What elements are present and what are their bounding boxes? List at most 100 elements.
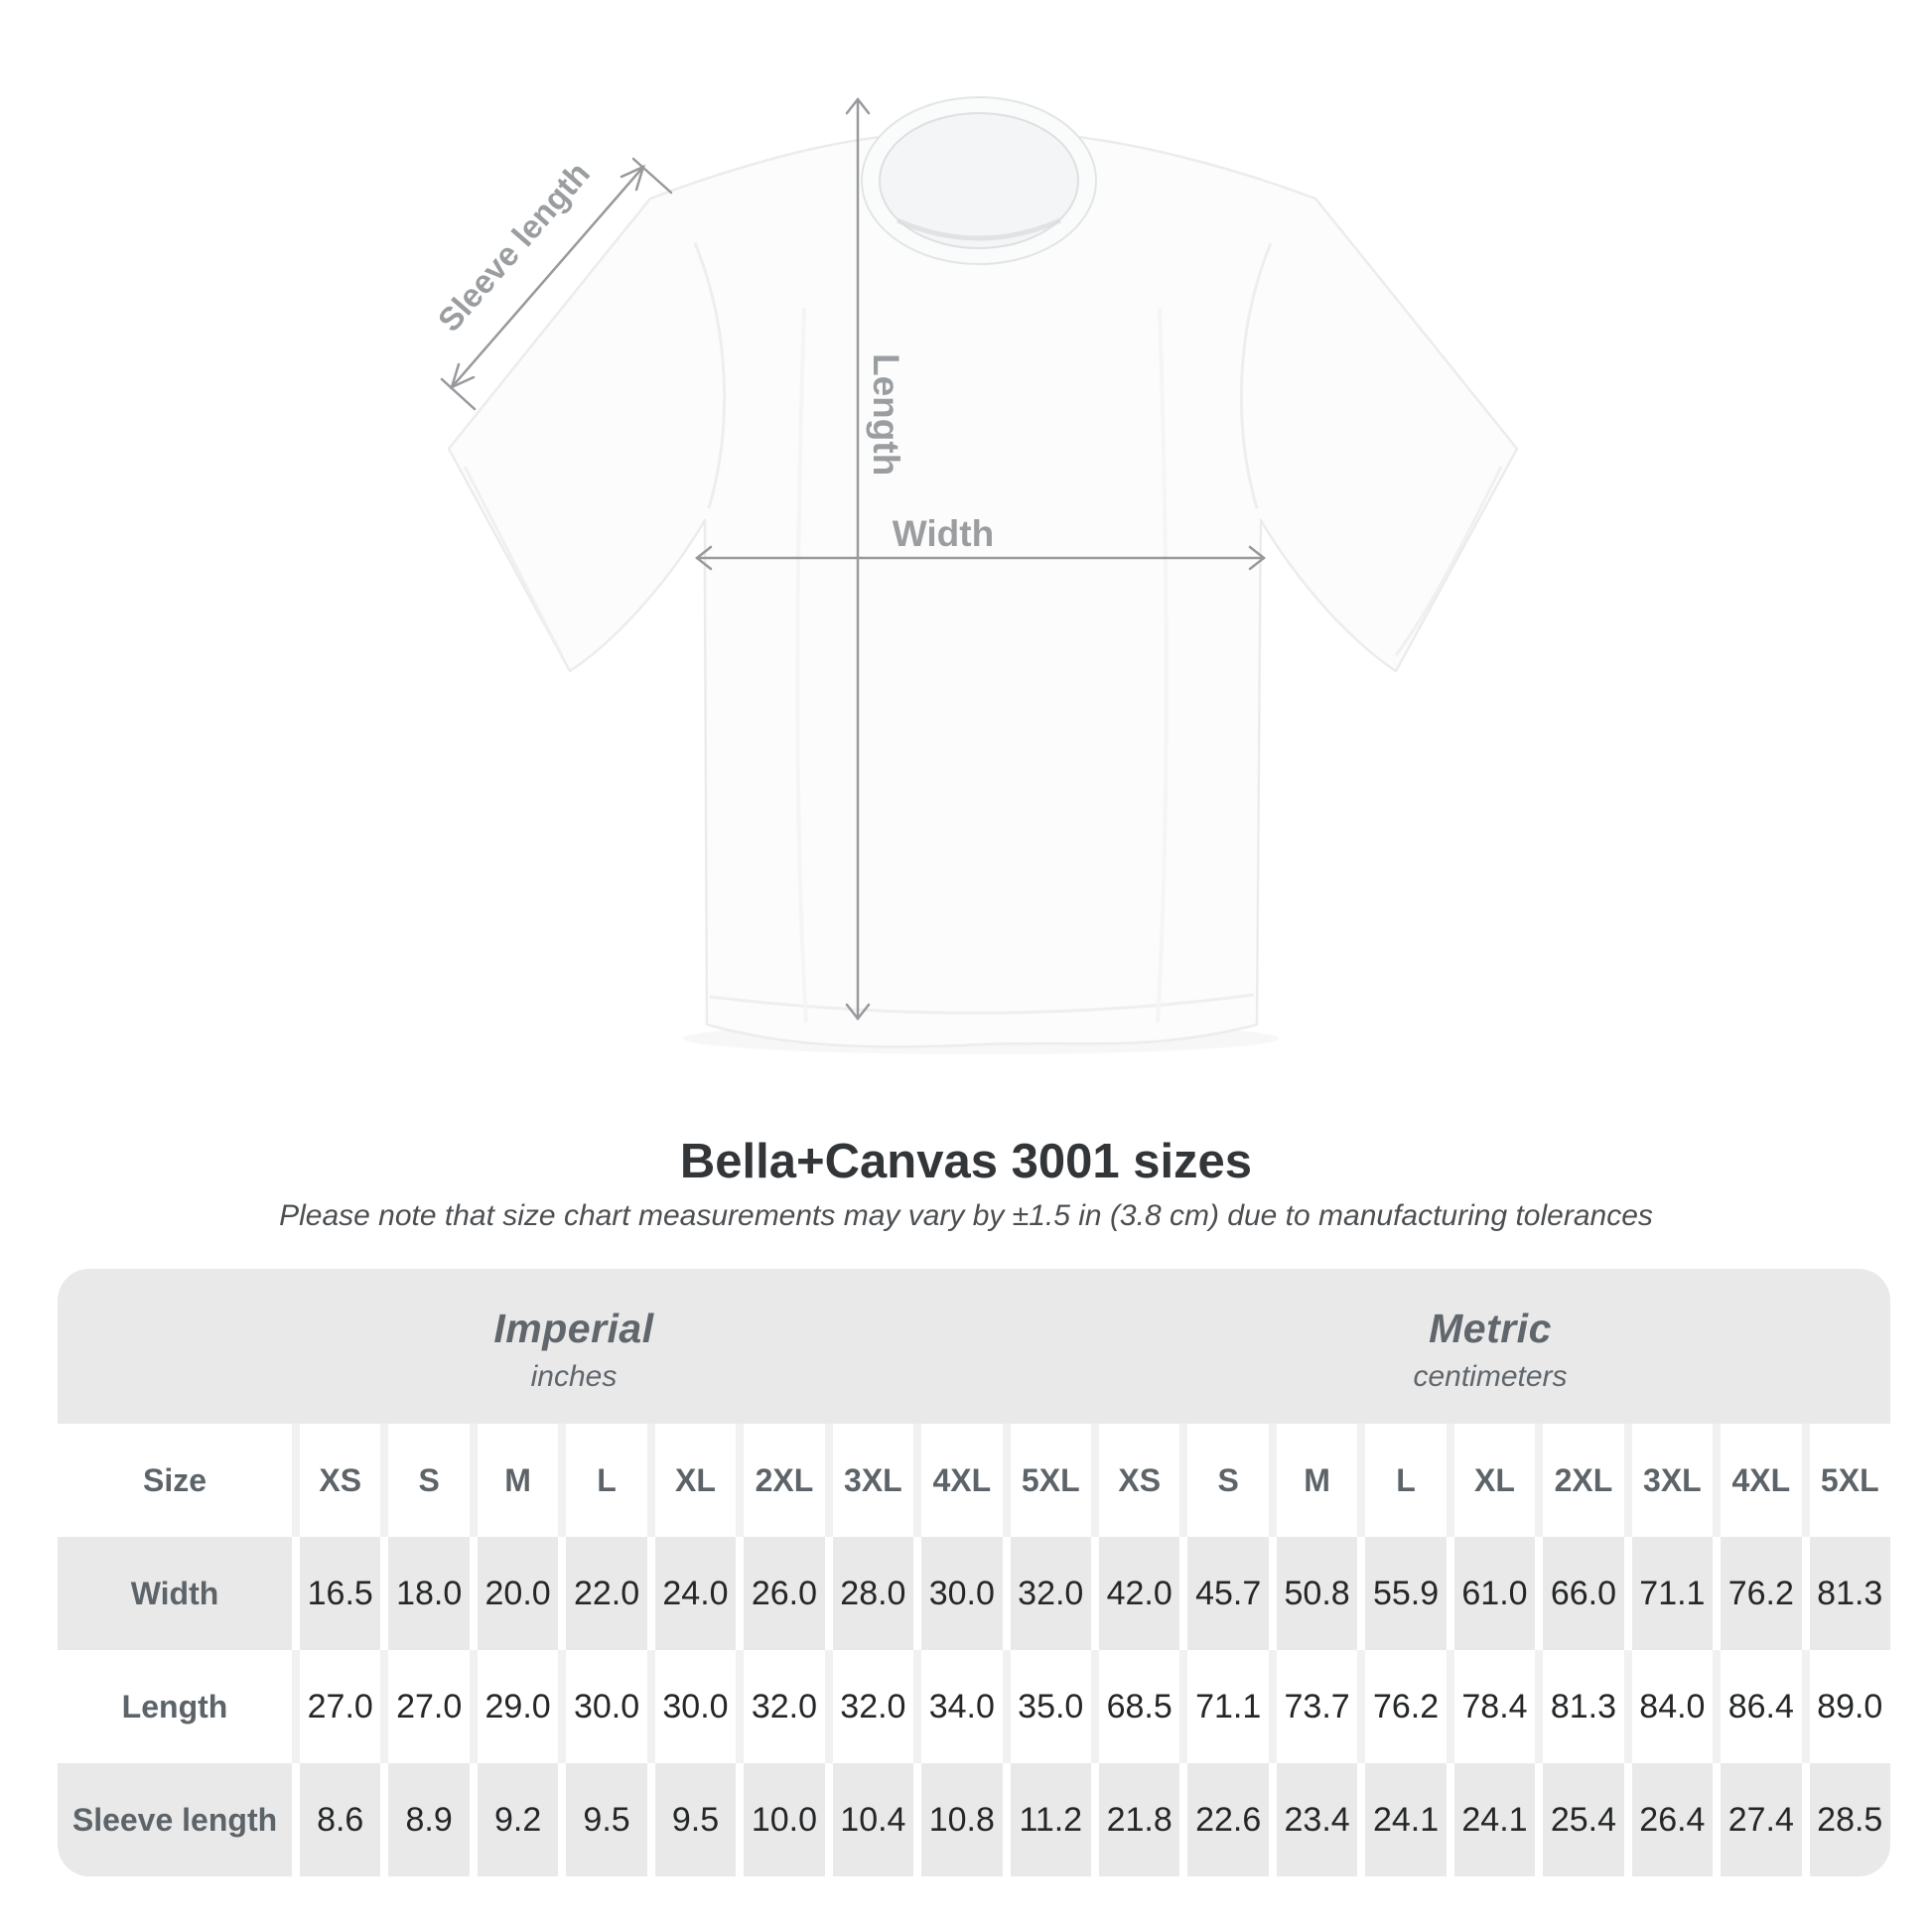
col-header-metric-4xl: 4XL	[1713, 1424, 1802, 1537]
tolerance-note: Please note that size chart measurements…	[279, 1199, 1653, 1232]
imperial-section-header: Imperial inches	[58, 1269, 1090, 1424]
table-cell: 24.0	[646, 1537, 737, 1650]
table-cell: 30.0	[558, 1650, 647, 1763]
metric-section-header: Metric centimeters	[1090, 1269, 1890, 1424]
table-cell: 81.3	[1535, 1650, 1624, 1763]
table-cell: 28.5	[1801, 1763, 1890, 1876]
table-cell: 81.3	[1801, 1537, 1890, 1650]
row-label-length: Length	[58, 1650, 292, 1763]
size-header-row: Size XS S M L XL 2XL 3XL 4XL 5XL XS S M …	[58, 1424, 1890, 1537]
col-header-imperial-3xl: 3XL	[824, 1424, 914, 1537]
table-cell: 66.0	[1535, 1537, 1624, 1650]
table-cell: 50.8	[1268, 1537, 1358, 1650]
table-cell: 23.4	[1268, 1763, 1358, 1876]
imperial-label: Imperial	[493, 1305, 654, 1351]
tshirt-measurement-diagram: Sleeve length Length Width	[430, 96, 1519, 1048]
table-cell: 34.0	[913, 1650, 1003, 1763]
table-cell: 10.8	[913, 1763, 1003, 1876]
col-header-imperial-4xl: 4XL	[913, 1424, 1003, 1537]
size-table: Imperial inches Metric centimeters Size …	[58, 1269, 1890, 1876]
row-label-width: Width	[58, 1537, 292, 1650]
tshirt-collar	[861, 96, 1097, 265]
table-cell: 11.2	[1002, 1763, 1091, 1876]
table-cell: 73.7	[1268, 1650, 1358, 1763]
col-header-metric-m: M	[1268, 1424, 1358, 1537]
table-cell: 89.0	[1801, 1650, 1890, 1763]
col-header-metric-s: S	[1179, 1424, 1269, 1537]
table-cell: 24.1	[1446, 1763, 1536, 1876]
col-header-metric-2xl: 2XL	[1535, 1424, 1624, 1537]
col-header-imperial-l: L	[558, 1424, 647, 1537]
col-header-metric-l: L	[1357, 1424, 1447, 1537]
table-cell: 25.4	[1535, 1763, 1624, 1876]
table-cell: 45.7	[1179, 1537, 1269, 1650]
table-cell: 9.5	[646, 1763, 737, 1876]
table-cell: 30.0	[646, 1650, 737, 1763]
table-cell: 32.0	[736, 1650, 825, 1763]
metric-unit: centimeters	[1413, 1359, 1568, 1393]
table-row-length: Length 27.0 27.0 29.0 30.0 30.0 32.0 32.…	[58, 1650, 1890, 1763]
table-cell: 27.4	[1713, 1763, 1802, 1876]
table-cell: 26.0	[736, 1537, 825, 1650]
measurement-arrows	[440, 96, 1267, 1022]
table-cell: 32.0	[824, 1650, 914, 1763]
table-cell: 24.1	[1357, 1763, 1447, 1876]
imperial-unit: inches	[530, 1359, 618, 1393]
sleeve-length-arrow	[440, 157, 673, 411]
table-cell: 10.0	[736, 1763, 825, 1876]
col-header-metric-3xl: 3XL	[1623, 1424, 1714, 1537]
table-cell: 61.0	[1446, 1537, 1536, 1650]
table-cell: 16.5	[292, 1537, 381, 1650]
table-cell: 18.0	[380, 1537, 470, 1650]
size-header: Size	[58, 1424, 292, 1537]
width-label: Width	[893, 513, 994, 554]
length-label: Length	[866, 353, 906, 476]
col-header-imperial-m: M	[469, 1424, 559, 1537]
metric-label: Metric	[1429, 1305, 1552, 1351]
table-cell: 55.9	[1357, 1537, 1447, 1650]
col-header-metric-xl: XL	[1446, 1424, 1536, 1537]
table-cell: 86.4	[1713, 1650, 1802, 1763]
table-cell: 22.6	[1179, 1763, 1269, 1876]
table-cell: 22.0	[558, 1537, 647, 1650]
table-cell: 68.5	[1090, 1650, 1180, 1763]
table-cell: 27.0	[292, 1650, 381, 1763]
table-cell: 9.5	[558, 1763, 647, 1876]
tshirt-seams	[463, 242, 1503, 1024]
table-cell: 9.2	[469, 1763, 559, 1876]
table-cell: 21.8	[1090, 1763, 1180, 1876]
table-cell: 27.0	[380, 1650, 470, 1763]
table-cell: 8.9	[380, 1763, 470, 1876]
col-header-imperial-xl: XL	[646, 1424, 737, 1537]
table-cell: 20.0	[469, 1537, 559, 1650]
width-arrow	[694, 545, 1267, 571]
table-cell: 78.4	[1446, 1650, 1536, 1763]
tshirt-diagram-svg: Sleeve length Length Width	[430, 96, 1519, 1048]
tshirt-body	[447, 130, 1519, 1048]
table-cell: 8.6	[292, 1763, 381, 1876]
table-cell: 30.0	[913, 1537, 1003, 1650]
col-header-metric-5xl: 5XL	[1801, 1424, 1890, 1537]
table-cell: 84.0	[1623, 1650, 1714, 1763]
table-cell: 76.2	[1357, 1650, 1447, 1763]
col-header-imperial-2xl: 2XL	[736, 1424, 825, 1537]
page-title: Bella+Canvas 3001 sizes	[679, 1135, 1253, 1188]
table-cell: 29.0	[469, 1650, 559, 1763]
col-header-metric-xs: XS	[1090, 1424, 1180, 1537]
table-cell: 71.1	[1623, 1537, 1714, 1650]
unit-band: Imperial inches Metric centimeters	[58, 1269, 1890, 1424]
col-header-imperial-xs: XS	[292, 1424, 381, 1537]
col-header-imperial-5xl: 5XL	[1002, 1424, 1091, 1537]
table-cell: 28.0	[824, 1537, 914, 1650]
table-cell: 71.1	[1179, 1650, 1269, 1763]
col-header-imperial-s: S	[380, 1424, 470, 1537]
table-cell: 35.0	[1002, 1650, 1091, 1763]
table-cell: 32.0	[1002, 1537, 1091, 1650]
row-label-sleeve-length: Sleeve length	[58, 1763, 292, 1876]
table-cell: 42.0	[1090, 1537, 1180, 1650]
table-cell: 76.2	[1713, 1537, 1802, 1650]
table-cell: 10.4	[824, 1763, 914, 1876]
table-row-width: Width 16.5 18.0 20.0 22.0 24.0 26.0 28.0…	[58, 1537, 1890, 1650]
table-cell: 26.4	[1623, 1763, 1714, 1876]
table-row-sleeve-length: Sleeve length 8.6 8.9 9.2 9.5 9.5 10.0 1…	[58, 1763, 1890, 1876]
